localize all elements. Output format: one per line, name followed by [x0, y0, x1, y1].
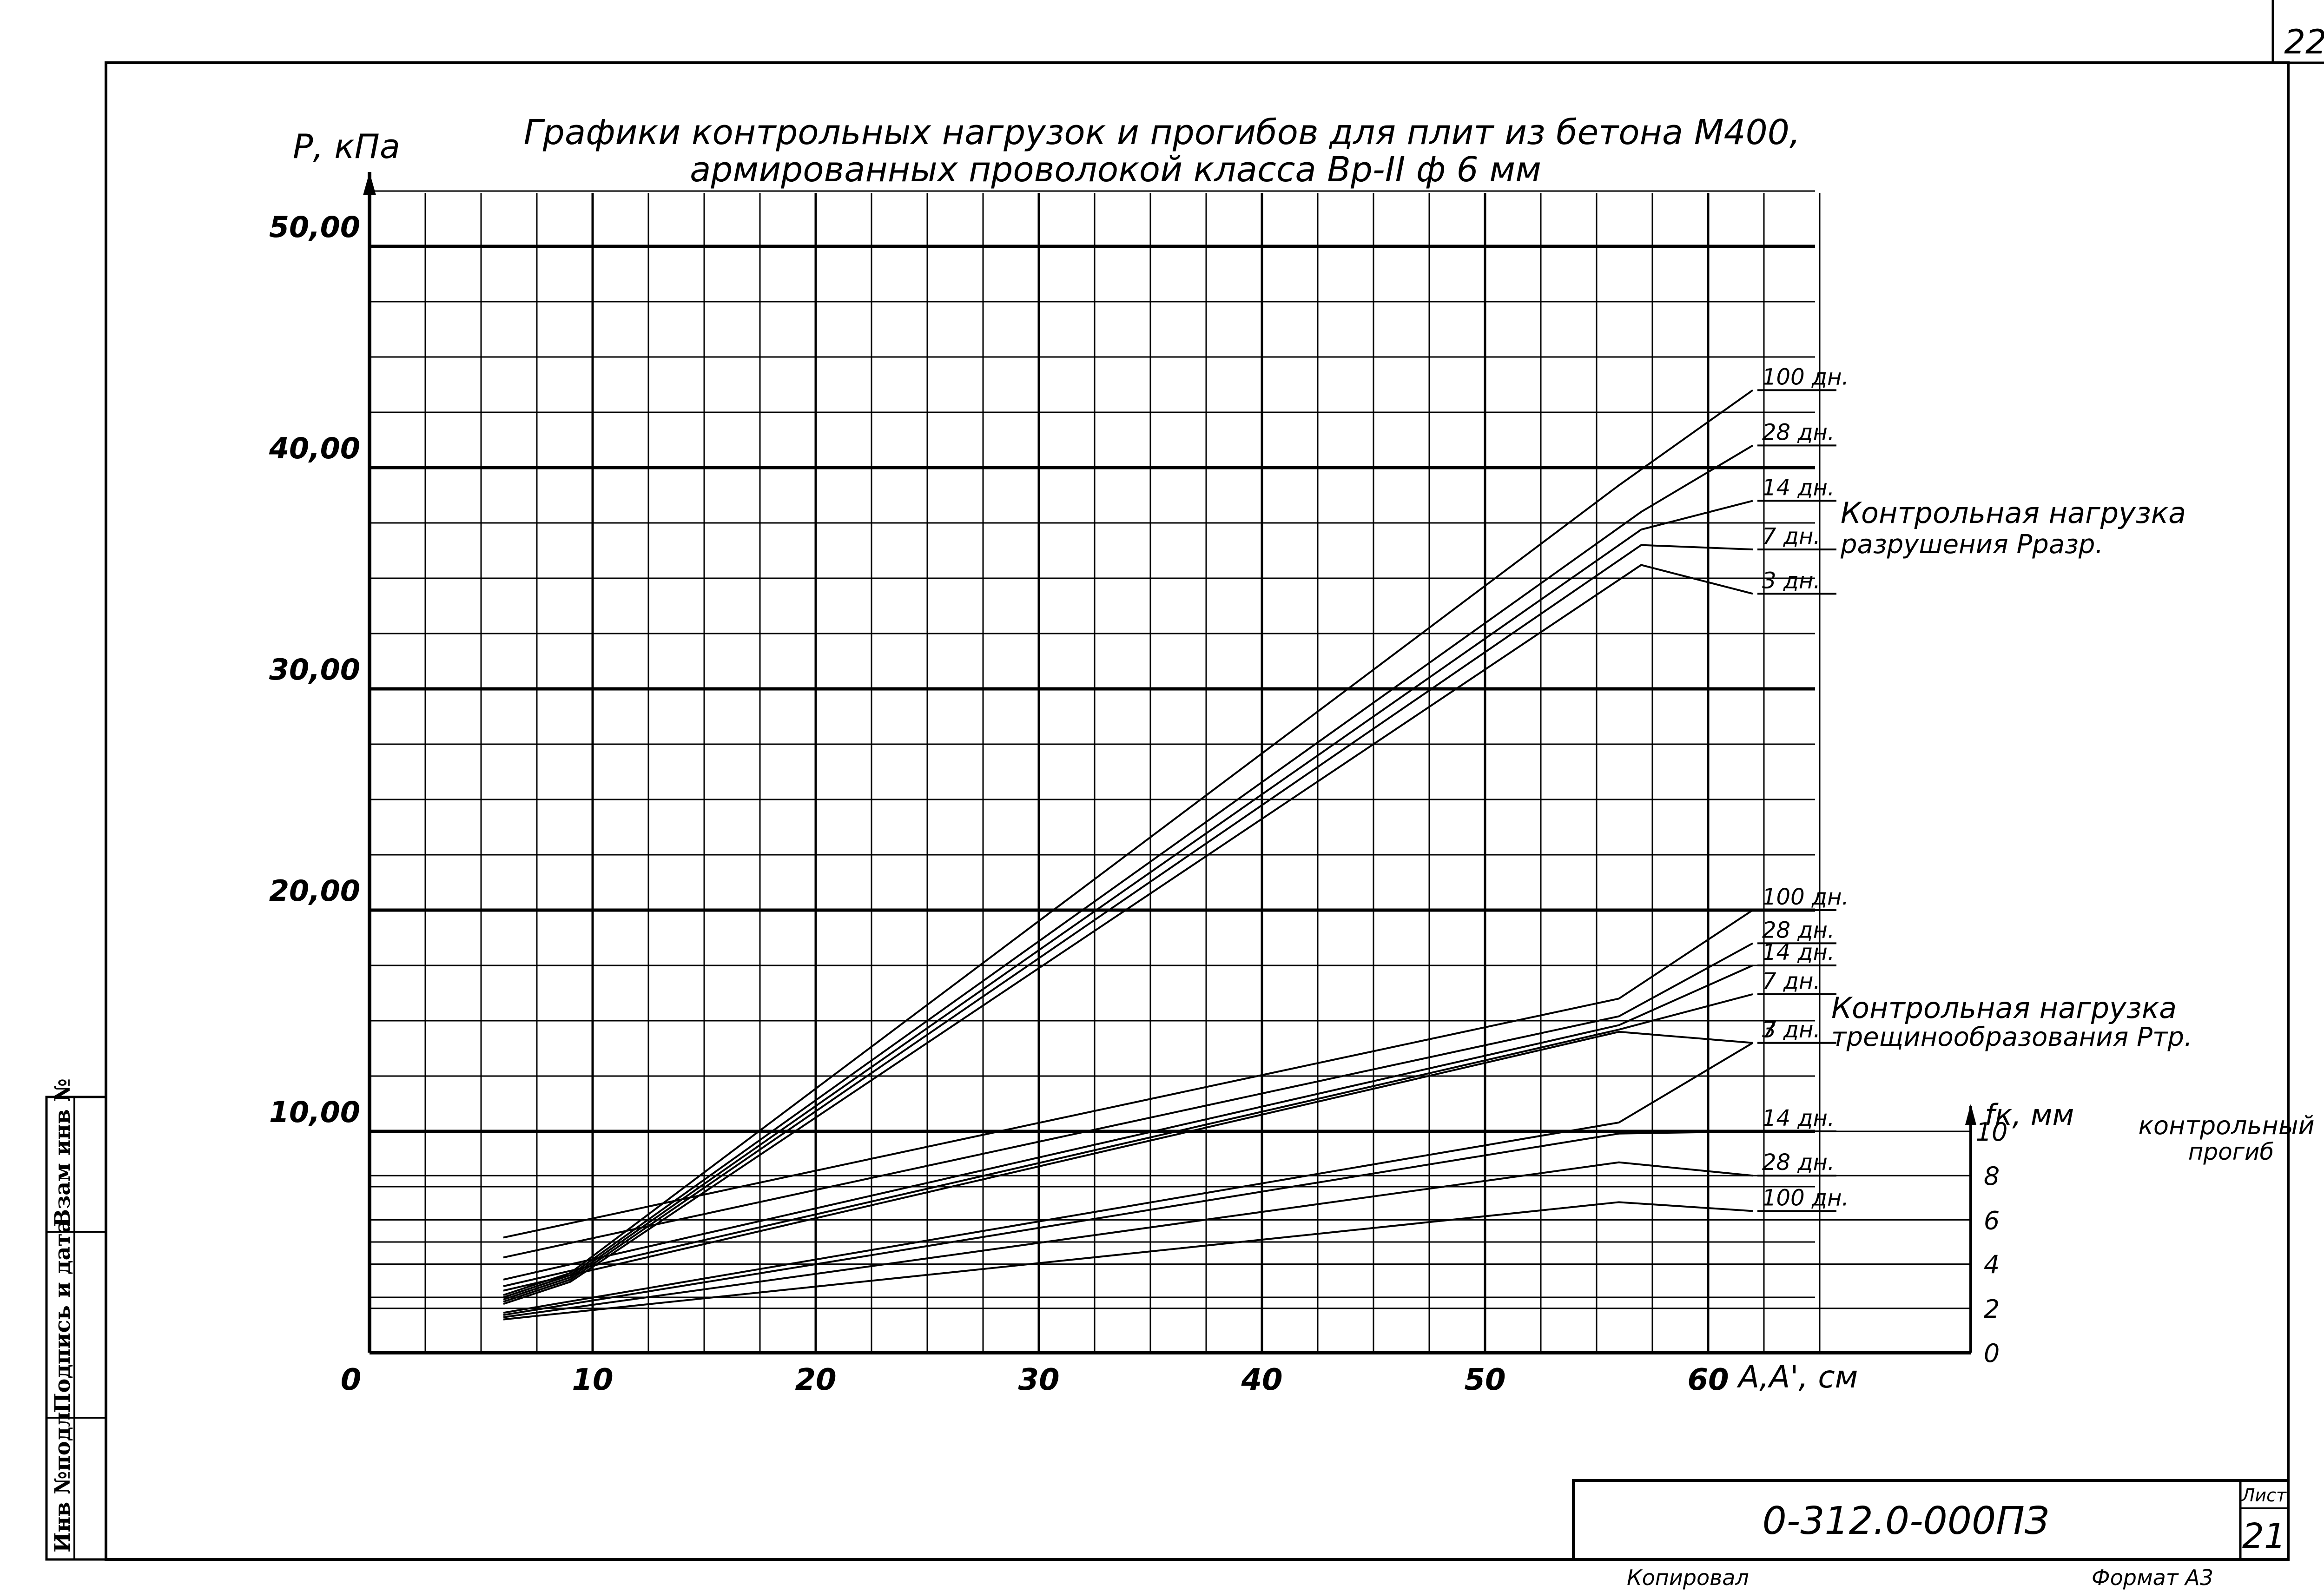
group-label-crack-2: трещинообразования Ртр. — [1831, 1022, 2192, 1052]
page-number: 22 — [2284, 22, 2324, 61]
series-label-1-0: 100 дн. — [1762, 884, 1849, 910]
series-line-1-2 — [503, 964, 1753, 1281]
y2-axis-arrow — [1965, 1104, 1976, 1125]
series-line-2-2 — [503, 1161, 1753, 1318]
chart-series-labels: 100 дн.28 дн.14 дн.7 дн.3 дн.100 дн.28 д… — [1757, 364, 1849, 1212]
chart-ticks: 0 10 20 30 40 50 60 10,00 20,00 30,00 40,00 50,00 0 2… — [269, 210, 2007, 1397]
y2-axis-label: fк, мм — [1985, 1098, 2074, 1132]
series-line-0-1 — [503, 444, 1754, 1298]
series-line-1-3 — [503, 993, 1753, 1288]
y-tick-label: 30,00 — [269, 653, 360, 687]
chart-title: Графики контрольных нагрузок и прогибов … — [524, 112, 1801, 152]
y2-tick-label: 6 — [1984, 1206, 2000, 1235]
y2-tick-label: 2 — [1984, 1295, 2000, 1324]
x-tick-label: 0 — [341, 1363, 362, 1397]
series-line-2-1 — [503, 1130, 1753, 1316]
series-label-0-3: 7 дн. — [1762, 523, 1821, 549]
y-tick-label: 20,00 — [269, 874, 360, 908]
series-label-1-3: 7 дн. — [1762, 968, 1821, 994]
series-line-2-3 — [503, 1201, 1753, 1321]
series-line-1-1 — [503, 942, 1753, 1259]
group-label-rupture-2: разрушения Рразр. — [1840, 529, 2103, 560]
y-tick-label: 40,00 — [269, 431, 360, 465]
series-line-1-0 — [503, 909, 1754, 1239]
x-tick-label: 10 — [572, 1363, 613, 1397]
series-label-1-2: 14 дн. — [1762, 939, 1835, 965]
series-line-0-3 — [503, 544, 1753, 1303]
y2-tick-label: 0 — [1984, 1339, 2000, 1368]
format-note: Формат А3 — [2092, 1565, 2213, 1590]
y-tick-label: 50,00 — [269, 210, 360, 244]
series-label-0-1: 28 дн. — [1762, 419, 1835, 445]
group-label-rupture-1: Контрольная нагрузка — [1841, 496, 2186, 530]
series-line-0-4 — [503, 564, 1753, 1305]
side-stamp: Инв №подл Подпись и дата Взам инв № — [45, 1078, 107, 1561]
document-code: 0-312.0-000ПЗ — [1763, 1499, 2049, 1543]
chart-subtitle: армированных проволокой класса Вр-II ф 6… — [690, 150, 1541, 190]
chart-grid — [363, 172, 1976, 1354]
x-tick-label: 60 — [1687, 1363, 1729, 1397]
series-line-0-2 — [503, 500, 1753, 1301]
series-label-2-0: 7 дн. — [1762, 1017, 1821, 1043]
series-label-0-4: 3 дн. — [1762, 568, 1821, 594]
series-label-1-4: 3 дн. — [1762, 1017, 1821, 1043]
group-label-deflection-1: контрольный — [2138, 1111, 2314, 1140]
side-stamp-signature: Подпись и дата — [50, 1219, 75, 1413]
y2-tick-label: 4 — [1984, 1250, 2000, 1280]
drawing-frame — [105, 61, 2290, 1561]
group-label-deflection-2: прогиб — [2188, 1138, 2274, 1165]
x-tick-label: 30 — [1018, 1363, 1059, 1397]
x-tick-label: 20 — [795, 1363, 836, 1397]
side-stamp-replace: Взам инв № — [50, 1078, 75, 1227]
series-label-2-2: 28 дн. — [1762, 1149, 1835, 1176]
y-tick-label: 10,00 — [269, 1095, 360, 1129]
series-label-0-2: 14 дн. — [1762, 475, 1835, 501]
sheet-label: Лист — [2241, 1485, 2287, 1506]
y-axis-arrow — [363, 172, 376, 195]
chart-series — [503, 389, 1754, 1321]
y2-tick-label: 8 — [1984, 1162, 2000, 1191]
copied-note: Копировал — [1627, 1565, 1749, 1590]
series-line-2-0 — [503, 1042, 1754, 1314]
series-label-0-0: 100 дн. — [1762, 364, 1849, 390]
series-label-2-1: 14 дн. — [1762, 1105, 1835, 1131]
sheet-number: 21 — [2242, 1516, 2286, 1556]
series-line-0-0 — [503, 389, 1754, 1296]
x-axis-label: А,А', см — [1736, 1359, 1858, 1395]
series-label-2-3: 100 дн. — [1762, 1185, 1849, 1211]
y2-tick-label: 10 — [1976, 1117, 2008, 1147]
series-label-1-1: 28 дн. — [1762, 917, 1835, 943]
side-stamp-inv: Инв №подл — [50, 1412, 75, 1552]
y-axis-label: Р, кПа — [293, 127, 400, 166]
title-block: 0-312.0-000ПЗ Лист 21 — [1572, 1479, 2290, 1561]
x-tick-label: 50 — [1464, 1363, 1505, 1397]
series-line-1-4 — [503, 1031, 1753, 1292]
x-tick-label: 40 — [1241, 1363, 1282, 1397]
group-label-crack-1: Контрольная нагрузка — [1831, 991, 2177, 1025]
